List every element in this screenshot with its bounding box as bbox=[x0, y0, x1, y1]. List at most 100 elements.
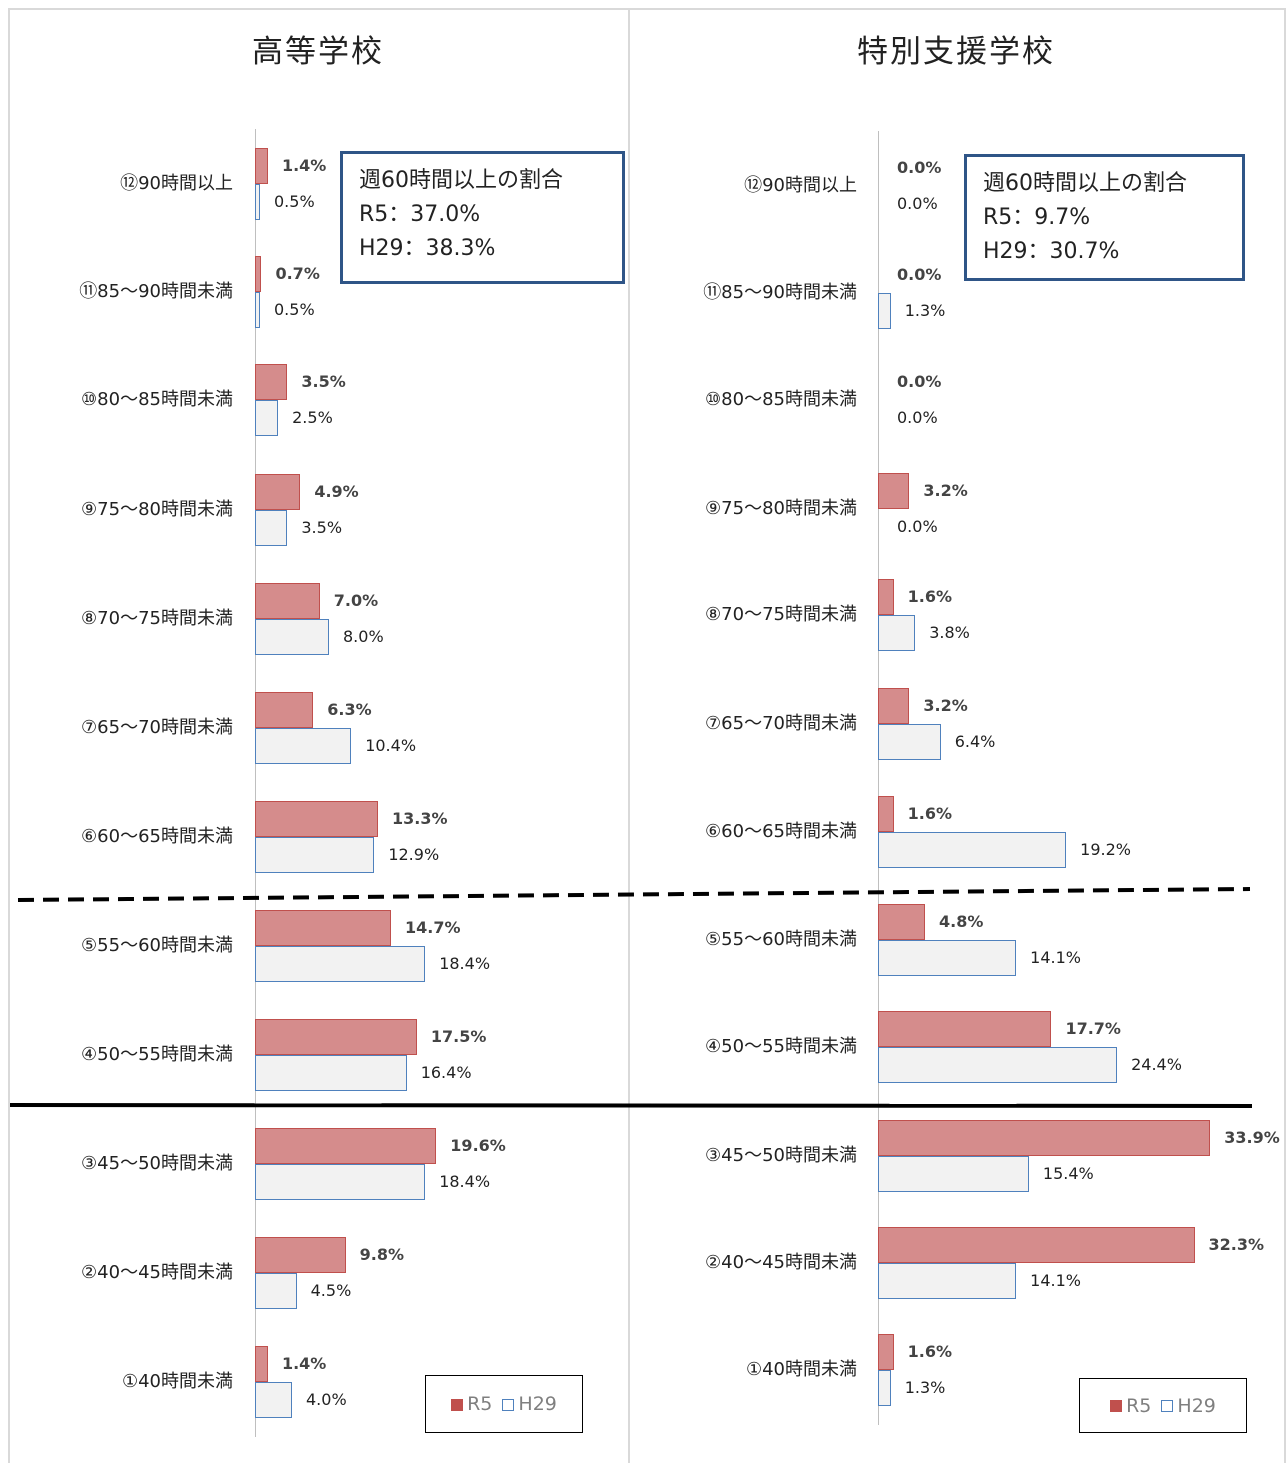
category-label: ⑦65～70時間未満 bbox=[81, 717, 233, 738]
h29-value-label: 2.5% bbox=[292, 408, 333, 427]
h29-bar bbox=[878, 724, 941, 760]
r5-value-label: 32.3% bbox=[1208, 1235, 1265, 1254]
category-label: ①40時間未満 bbox=[745, 1359, 857, 1380]
r5-bar bbox=[878, 1011, 1052, 1047]
h29-value-label: 19.2% bbox=[1080, 840, 1131, 859]
ratio-note: 週60時間以上の割合 R5：9.7% H29：30.7% bbox=[964, 154, 1245, 281]
h29-value-label: 14.1% bbox=[1030, 948, 1081, 967]
legend: R5 H29 bbox=[1079, 1378, 1247, 1433]
r5-bar bbox=[255, 692, 314, 728]
sixty-hour-line bbox=[17, 887, 1251, 902]
r5-bar bbox=[878, 579, 894, 615]
r5-bar bbox=[255, 1346, 268, 1382]
panel-title: 高等学校 bbox=[252, 34, 384, 70]
h29-value-label: 0.5% bbox=[274, 300, 315, 319]
legend: R5 H29 bbox=[425, 1375, 583, 1433]
r5-bar bbox=[255, 1128, 437, 1164]
h29-bar bbox=[255, 946, 426, 982]
legend-h29-label: H29 bbox=[1177, 1394, 1216, 1417]
h29-bar bbox=[878, 293, 891, 329]
note-title: 週60時間以上の割合 bbox=[359, 168, 563, 193]
panel-title: 特別支援学校 bbox=[857, 34, 1055, 70]
category-label: ②40～45時間未満 bbox=[705, 1252, 857, 1273]
r5-bar bbox=[255, 910, 391, 946]
legend-h29-swatch bbox=[502, 1398, 515, 1411]
category-label: ⑪85～90時間未満 bbox=[79, 281, 233, 302]
h29-value-label: 16.4% bbox=[420, 1063, 472, 1082]
r5-value-label: 7.0% bbox=[333, 591, 379, 610]
r5-bar bbox=[255, 583, 320, 619]
category-label: ⑫90時間以上 bbox=[744, 175, 857, 196]
r5-bar bbox=[255, 364, 288, 400]
h29-value-label: 0.0% bbox=[897, 194, 938, 213]
h29-bar bbox=[878, 832, 1067, 868]
category-label: ⑪85～90時間未満 bbox=[703, 282, 857, 303]
panel-divider bbox=[628, 8, 630, 1463]
ratio-note: 週60時間以上の割合 R5：37.0% H29：38.3% bbox=[340, 151, 625, 284]
note-r5: R5：9.7% bbox=[983, 205, 1091, 230]
r5-bar bbox=[255, 148, 268, 184]
legend-r5-swatch bbox=[451, 1398, 464, 1411]
r5-bar bbox=[255, 256, 262, 292]
category-label: ②40～45時間未満 bbox=[81, 1262, 233, 1283]
h29-value-label: 24.4% bbox=[1131, 1055, 1182, 1074]
r5-bar bbox=[878, 796, 894, 832]
r5-bar bbox=[255, 801, 379, 837]
legend-h29-label: H29 bbox=[518, 1393, 557, 1415]
legend-h29: H29 bbox=[502, 1393, 557, 1415]
h29-bar bbox=[255, 837, 375, 873]
r5-value-label: 19.6% bbox=[450, 1136, 506, 1155]
r5-bar bbox=[255, 1237, 346, 1273]
h29-value-label: 12.9% bbox=[388, 845, 440, 864]
category-axis bbox=[255, 129, 256, 1437]
r5-value-label: 1.4% bbox=[281, 1354, 327, 1373]
h29-value-label: 1.3% bbox=[904, 301, 946, 320]
h29-bar bbox=[878, 1370, 891, 1406]
category-label: ⑥60～65時間未満 bbox=[81, 826, 233, 847]
h29-value-label: 15.4% bbox=[1042, 1164, 1094, 1183]
r5-bar bbox=[255, 1019, 417, 1055]
h29-value-label: 0.5% bbox=[274, 192, 315, 211]
h29-bar bbox=[255, 292, 260, 328]
h29-bar bbox=[878, 615, 916, 651]
r5-value-label: 4.9% bbox=[314, 482, 359, 501]
h29-value-label: 10.4% bbox=[365, 736, 417, 755]
h29-bar bbox=[878, 1047, 1118, 1083]
h29-value-label: 18.4% bbox=[439, 1172, 491, 1191]
category-label: ③45～50時間未満 bbox=[705, 1145, 857, 1166]
h29-bar bbox=[255, 1164, 426, 1200]
h29-value-label: 1.3% bbox=[904, 1378, 946, 1397]
note-r5: R5：37.0% bbox=[359, 202, 481, 227]
legend-r5-swatch bbox=[1110, 1400, 1123, 1412]
category-label: ⑨75～80時間未満 bbox=[705, 498, 857, 519]
note-h29: H29：38.3% bbox=[359, 236, 496, 261]
h29-bar bbox=[255, 728, 352, 764]
category-label: ⑤55～60時間未満 bbox=[705, 929, 857, 950]
chart-frame bbox=[8, 8, 1286, 1463]
note-title: 週60時間以上の割合 bbox=[983, 171, 1187, 196]
r5-value-label: 0.0% bbox=[897, 158, 942, 177]
legend-h29-swatch bbox=[1161, 1400, 1174, 1412]
legend-r5-label: R5 bbox=[467, 1393, 493, 1415]
category-label: ③45～50時間未満 bbox=[81, 1153, 233, 1174]
legend-r5: R5 bbox=[1110, 1395, 1151, 1417]
r5-value-label: 33.9% bbox=[1224, 1128, 1280, 1147]
r5-value-label: 3.2% bbox=[923, 481, 968, 500]
category-label: ⑫90時間以上 bbox=[120, 173, 233, 194]
h29-bar bbox=[255, 1273, 297, 1309]
r5-value-label: 6.3% bbox=[327, 700, 372, 719]
h29-value-label: 14.1% bbox=[1030, 1271, 1081, 1290]
category-label: ⑧70～75時間未満 bbox=[81, 608, 233, 629]
r5-value-label: 14.7% bbox=[404, 918, 461, 937]
h29-bar bbox=[255, 1382, 292, 1418]
legend-r5-label: R5 bbox=[1126, 1394, 1152, 1417]
category-label: ⑨75～80時間未満 bbox=[81, 499, 233, 520]
category-label: ⑩80～85時間未満 bbox=[81, 389, 233, 410]
r5-value-label: 4.8% bbox=[939, 912, 984, 931]
category-label: ⑩80～85時間未満 bbox=[705, 389, 857, 410]
r5-bar bbox=[878, 473, 910, 509]
r5-value-label: 1.6% bbox=[907, 587, 953, 606]
category-label: ⑥60～65時間未満 bbox=[705, 821, 857, 842]
r5-bar bbox=[878, 1120, 1211, 1156]
